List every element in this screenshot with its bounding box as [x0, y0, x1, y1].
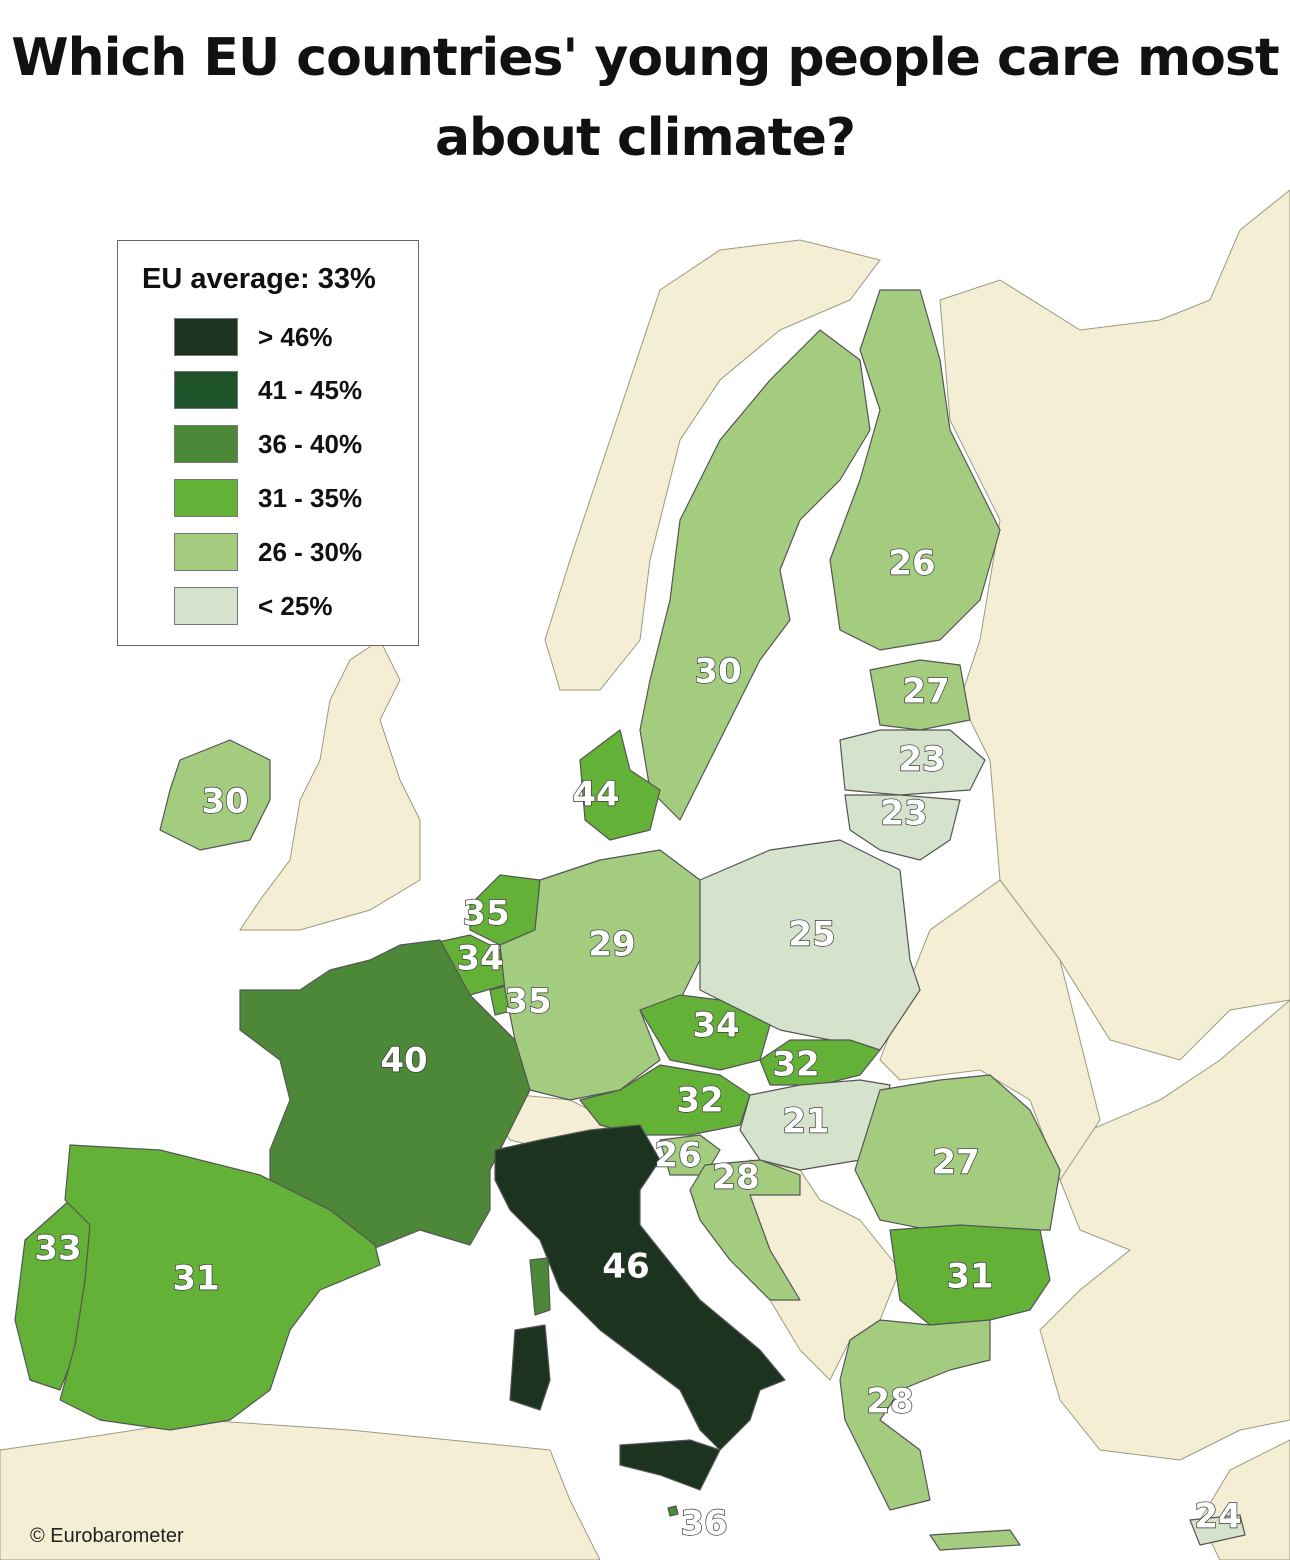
value-label-croatia: 28 — [712, 1158, 759, 1198]
country-finland[interactable] — [829, 289, 1001, 651]
value-label-luxembourg: 35 — [504, 982, 551, 1022]
legend-swatch — [174, 587, 238, 625]
legend-swatch — [174, 425, 238, 463]
value-label-slovakia: 32 — [772, 1045, 819, 1085]
value-label-france: 40 — [380, 1041, 427, 1081]
value-label-czechia: 34 — [692, 1006, 739, 1046]
eu-countries — [14, 289, 1246, 1551]
value-label-latvia: 23 — [898, 740, 945, 780]
value-label-lithuania: 23 — [880, 794, 927, 834]
legend-label: < 25% — [258, 591, 333, 621]
legend-swatch — [174, 479, 238, 517]
value-label-germany: 29 — [588, 925, 635, 965]
value-label-portugal: 33 — [34, 1229, 81, 1269]
country-germany[interactable] — [499, 849, 701, 1101]
country-sweden[interactable] — [639, 329, 871, 821]
country-lithuania[interactable] — [844, 794, 961, 861]
country-ireland[interactable] — [159, 739, 271, 851]
value-label-ireland: 30 — [201, 782, 248, 822]
value-label-spain: 31 — [172, 1259, 219, 1299]
value-label-romania: 27 — [932, 1143, 979, 1183]
country-estonia[interactable] — [869, 659, 971, 731]
country-greece[interactable] — [839, 1319, 991, 1511]
value-label-hungary: 21 — [782, 1102, 829, 1142]
value-label-bulgaria: 31 — [946, 1257, 993, 1297]
legend-title: EU average: 33% — [142, 263, 376, 295]
country-crete[interactable] — [929, 1529, 1021, 1551]
country-sardinia[interactable] — [509, 1324, 551, 1411]
value-label-estonia: 27 — [902, 672, 949, 712]
value-label-slovenia: 26 — [654, 1136, 701, 1176]
value-label-greece: 28 — [866, 1382, 913, 1422]
country-italy[interactable] — [494, 1124, 786, 1451]
country-romania[interactable] — [854, 1074, 1061, 1231]
legend-swatch — [174, 533, 238, 571]
value-label-sweden: 30 — [694, 652, 741, 692]
legend-swatch — [174, 318, 238, 356]
country-corsica[interactable] — [529, 1257, 551, 1316]
value-label-netherlands: 35 — [462, 894, 509, 934]
value-label-austria: 32 — [676, 1081, 723, 1121]
country-latvia[interactable] — [839, 729, 986, 796]
value-label-cyprus: 24 — [1194, 1497, 1241, 1537]
legend: EU average: 33% > 46% 41 - 45% 36 - 40% … — [117, 240, 419, 646]
country-poland[interactable] — [699, 839, 921, 1051]
legend-label: 41 - 45% — [258, 375, 363, 405]
value-label-belgium: 34 — [456, 939, 503, 979]
legend-label: 26 - 30% — [258, 537, 363, 567]
legend-label: > 46% — [258, 322, 333, 352]
map-title: Which EU countries' young people care mo… — [11, 28, 1279, 168]
country-croatia[interactable] — [689, 1159, 801, 1301]
country-malta[interactable] — [667, 1505, 679, 1517]
non-eu-land — [0, 189, 1290, 1560]
legend-label: 31 - 35% — [258, 483, 363, 513]
legend-label: 36 - 40% — [258, 429, 363, 459]
country-slovakia[interactable] — [759, 1039, 881, 1086]
value-label-italy: 46 — [602, 1247, 649, 1287]
country-denmark[interactable] — [579, 729, 661, 841]
legend-swatch — [174, 371, 238, 409]
country-cyprus[interactable] — [1189, 1514, 1246, 1546]
country-czechia[interactable] — [639, 994, 771, 1071]
value-label-finland: 26 — [888, 544, 935, 584]
value-label-malta: 36 — [680, 1504, 727, 1544]
country-bulgaria[interactable] — [889, 1224, 1051, 1326]
credit: © Eurobarometer — [30, 1525, 184, 1547]
country-spain[interactable] — [59, 1144, 381, 1431]
value-label-denmark: 44 — [572, 775, 619, 815]
value-label-poland: 25 — [788, 915, 835, 955]
country-sicily[interactable] — [619, 1439, 721, 1491]
